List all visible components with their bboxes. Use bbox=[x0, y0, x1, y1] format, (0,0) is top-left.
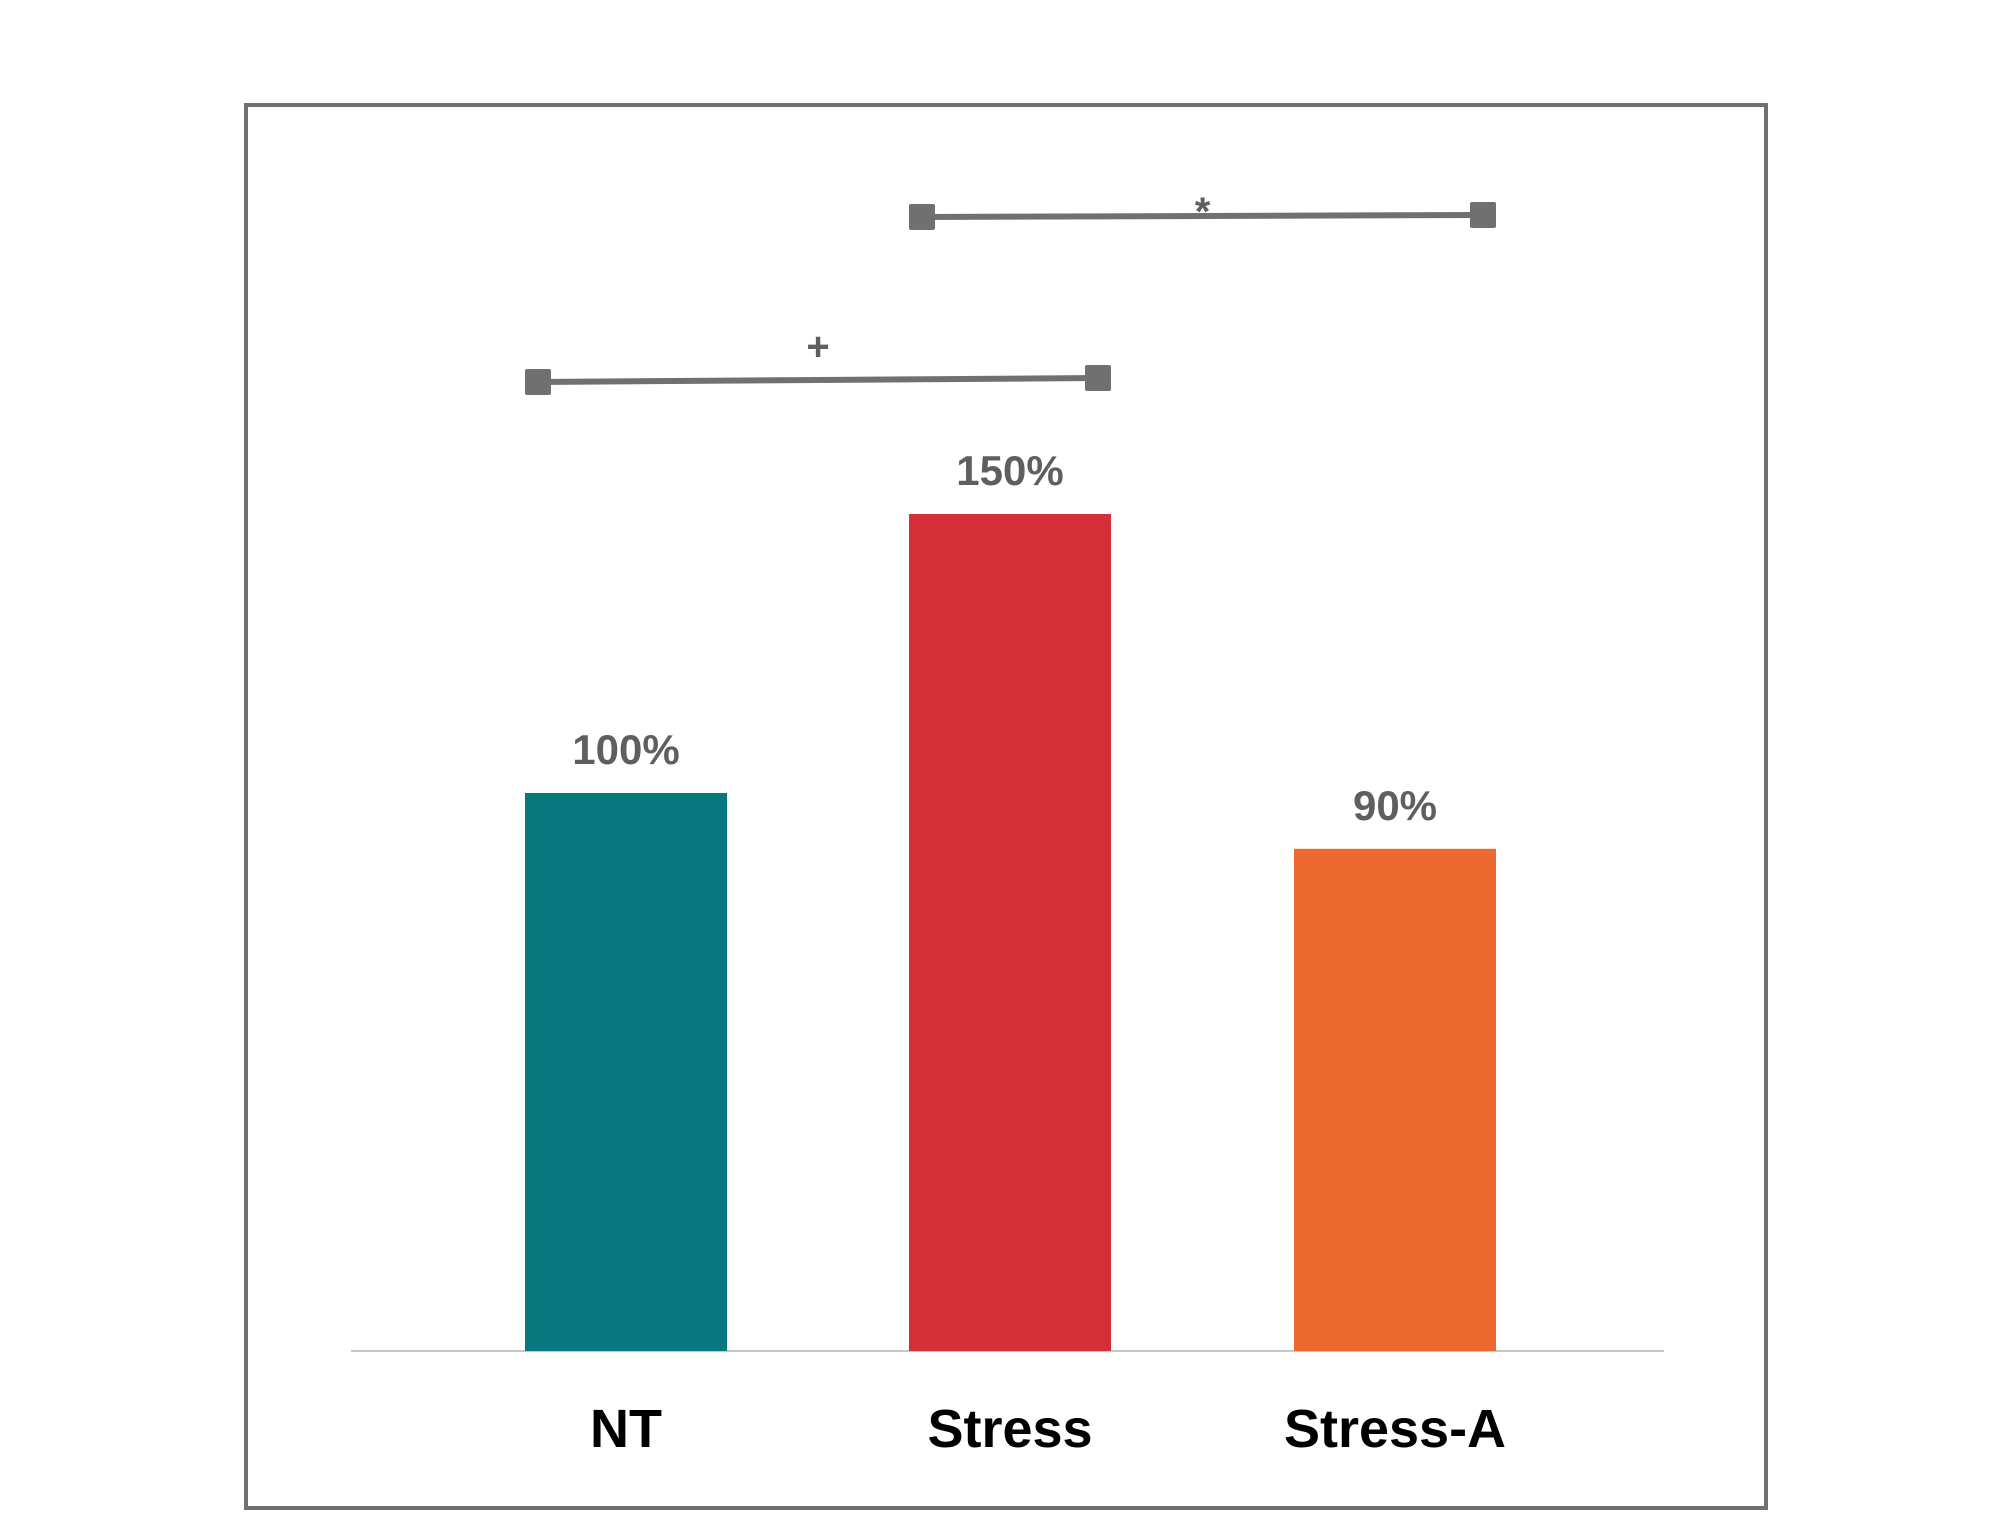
significance-cap-end bbox=[1470, 202, 1496, 228]
tick-label-stress-a: Stress-A bbox=[1284, 1399, 1506, 1459]
significance-line bbox=[537, 375, 1099, 385]
bars-layer bbox=[525, 514, 1496, 1351]
significance-bracket-stress-stress-a: * bbox=[909, 190, 1496, 234]
chart-frame bbox=[244, 103, 1768, 1510]
significance-line bbox=[921, 212, 1484, 220]
data-label-stress-a: 90% bbox=[1353, 782, 1437, 829]
significance-cap-start bbox=[909, 204, 935, 230]
tick-label-nt: NT bbox=[590, 1399, 662, 1459]
tick-label-stress: Stress bbox=[927, 1399, 1092, 1459]
value-labels-layer: 100% 150% 90% bbox=[572, 447, 1437, 829]
significance-cap-end bbox=[1085, 365, 1111, 391]
data-label-nt: 100% bbox=[572, 726, 679, 773]
significance-symbol: + bbox=[806, 325, 829, 369]
bar-stress-a bbox=[1294, 848, 1496, 1351]
significance-cap-start bbox=[525, 369, 551, 395]
bar-nt bbox=[525, 793, 727, 1351]
category-labels-layer: NT Stress Stress-A bbox=[590, 1399, 1506, 1459]
bar-stress bbox=[909, 514, 1111, 1351]
significance-layer: +* bbox=[525, 190, 1496, 395]
data-label-stress: 150% bbox=[956, 447, 1063, 494]
significance-symbol: * bbox=[1195, 190, 1211, 234]
significance-bracket-nt-stress: + bbox=[525, 325, 1111, 395]
